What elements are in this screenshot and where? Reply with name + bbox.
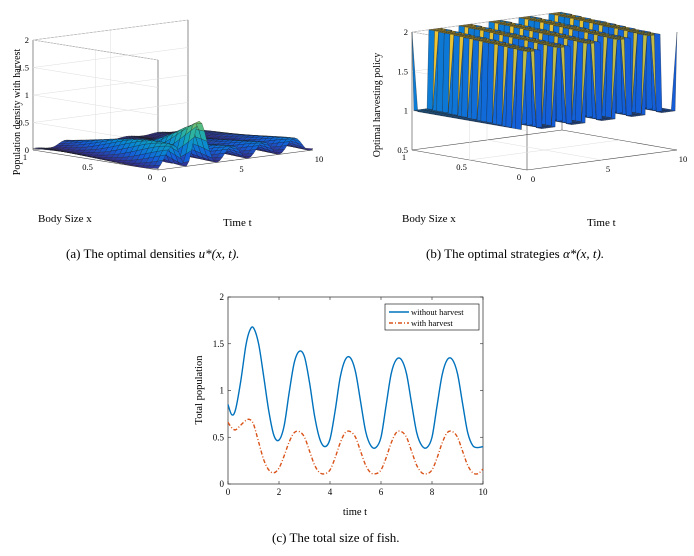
y-tick-label: 1.5 [213,339,225,349]
t-axis-label-b: Time t [587,217,616,229]
x-tick-label: 1 [402,152,406,162]
x-tick-label: 0 [226,487,231,497]
z-tick-label: 2 [25,35,29,45]
z-tick-label: 1 [25,90,29,100]
caption-c: (c) The total size of fish. [272,530,400,545]
surface-patch [669,31,678,112]
surface-plot-densities: 0 0.5 1 1.5 2 0 5 10 0 0.5 1 Population density wi… [12,19,323,229]
density-surface [32,120,314,169]
z-tick-label: 2 [404,27,408,37]
x-tick-label: 1 [23,152,27,162]
x-tick-label: 0.5 [456,162,467,172]
t-tick-label: 0 [162,174,166,184]
caption-b-math: α*(x, t). [562,246,605,261]
x-tick-label: 10 [479,487,489,497]
z-tick-label: 0.5 [397,145,408,155]
x-tick-label: 2 [277,487,282,497]
grid-line [32,47,189,88]
line-chart-total-population: 0 2 4 6 8 10 0 0.5 1 1.5 2 without harvest with ha… [194,292,488,518]
t-tick-label: 10 [679,154,688,164]
y-tick-label: 2 [220,292,225,302]
y-axis-label-c: Total population [194,355,205,425]
t-tick-label: 10 [315,154,324,164]
grid-line [32,19,189,61]
axis-ticks-c: 0 2 4 6 8 10 0 0.5 1 1.5 2 [213,292,488,497]
z-tick-label: 0.5 [18,118,29,128]
caption-a-text: (a) The optimal densities [66,246,199,261]
legend: without harvest with harvest [384,303,480,331]
z-tick-label: 0 [25,145,29,155]
strategy-surface [411,12,678,130]
z-axis-label-b: Optimal harvesting policy [372,53,383,157]
grid-line [32,74,189,116]
caption-a-math: u*(x, t). [198,246,240,261]
x-tick-label: 4 [328,487,333,497]
y-tick-label: 0 [220,479,225,489]
t-tick-label: 5 [606,164,610,174]
x-axis-label-a: Body Size x [38,213,92,225]
caption-a: (a) The optimal densities u*(x, t). [66,246,239,262]
caption-b: (b) The optimal strategies α*(x, t). [426,246,604,262]
surface-patch [304,148,314,151]
z-tick-label: 1.5 [397,66,408,76]
y-tick-label: 1 [220,386,225,396]
z-tick-label: 1.5 [18,63,29,73]
caption-b-text: (b) The optimal strategies [426,246,563,261]
x-tick-label: 6 [379,487,384,497]
series-line-without-harvest [227,326,484,449]
legend-label-without: without harvest [411,307,464,317]
axis-ticks-a: 0 0.5 1 1.5 2 0 5 10 0 0.5 1 [18,35,323,184]
x-axis-label-b: Body Size x [402,213,456,225]
x-tick-label: 0.5 [82,162,93,172]
t-tick-label: 5 [239,164,243,174]
x-tick-label: 0 [517,172,521,182]
legend-box [384,303,480,331]
x-tick-label: 8 [430,487,435,497]
legend-label-with: with harvest [411,318,453,328]
t-axis-label-a: Time t [223,217,252,229]
y-tick-label: 0.5 [213,432,225,442]
grid-line [32,102,189,143]
series-line-with-harvest [227,418,484,475]
t-tick-label: 0 [531,174,535,184]
x-axis-label-c: time t [343,507,367,518]
x-tick-label: 0 [148,172,152,182]
series-lines [227,326,484,475]
z-axis-label-a: Population density with harvest [12,49,23,176]
z-tick-label: 1 [404,106,408,116]
